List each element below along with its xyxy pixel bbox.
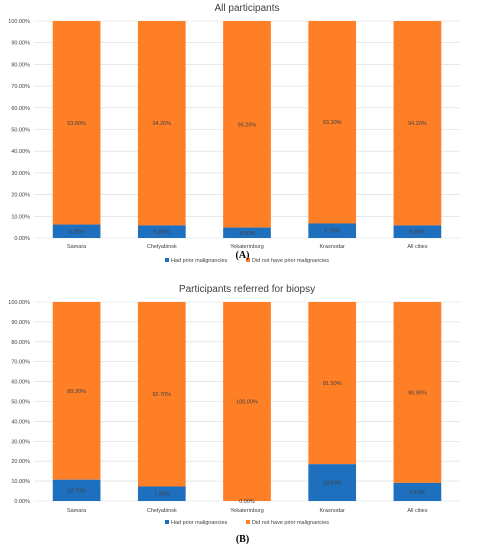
chart-a-ytick-label: 0.00% [14, 236, 30, 242]
chart-a-ytick-label: 100.00% [8, 19, 30, 25]
chart-b-category-label: Krasnodar [320, 508, 346, 514]
chart-b-title: Participants referred for biopsy [179, 284, 315, 295]
chart-a-legend-swatch-had [165, 258, 169, 262]
chart-a-ytick-label: 60.00% [11, 106, 30, 112]
chart-b-label-had-0: 10.70% [67, 488, 86, 494]
chart-a-legend-label-had: Had prior malignancies [171, 258, 227, 264]
chart-a-category-label: Samara [67, 244, 87, 250]
chart-b-category-label: Samara [67, 508, 87, 514]
chart-b-label-did-not-2: 100.00% [236, 400, 258, 406]
chart-b-legend-label-had: Had prior malignancies [171, 520, 227, 526]
chart-a-label-did-not-4: 94.20% [408, 121, 427, 127]
chart-b-ytick-label: 90.00% [11, 320, 30, 326]
chart-a-label-had-1: 5.80% [154, 230, 170, 236]
chart-b-ytick-label: 50.00% [11, 400, 30, 406]
chart-b-label-had-4: 9.10% [410, 490, 426, 496]
chart-a-bar-did-not-3 [308, 21, 357, 224]
chart-a-bar-did-not-2 [223, 21, 271, 228]
chart-b-ytick-label: 60.00% [11, 380, 30, 386]
chart-a-ytick-label: 80.00% [11, 62, 30, 68]
chart-a-title: All participants [214, 3, 279, 14]
chart-a-bar-had-4 [393, 225, 442, 238]
chart-a-ytick-label: 10.00% [11, 214, 30, 220]
chart-b-bar-had-4 [393, 482, 442, 501]
chart-a-ytick-label: 20.00% [11, 193, 30, 199]
chart-b-bar-did-not-3 [308, 302, 357, 465]
chart-b-ytick-label: 40.00% [11, 419, 30, 425]
chart-b-bar-had-0 [52, 479, 101, 501]
caption-b: (B) [235, 534, 250, 545]
caption-a: (A) [235, 250, 250, 261]
chart-b-label-did-not-3: 81.50% [323, 381, 342, 387]
chart-b-ytick-label: 20.00% [11, 459, 30, 465]
chart-a-label-had-2: 4.80% [239, 231, 255, 237]
chart-a-label-did-not-1: 94.20% [152, 121, 171, 127]
chart-a-legend-label-did-not: Did not have prior malignancies [252, 258, 329, 264]
chart-b-ytick-label: 30.00% [11, 439, 30, 445]
chart-a-ytick-label: 40.00% [11, 149, 30, 155]
chart-b-ytick-label: 80.00% [11, 340, 30, 346]
chart-a-legend-swatch-did-not [246, 258, 250, 262]
chart-b-legend-label-did-not: Did not have prior malignancies [252, 520, 329, 526]
chart-b-label-had-2: 0.00% [239, 499, 255, 505]
chart-panel-a: All participants 0.00% 10.00% 20.00% 30.00% 4… [0, 0, 485, 264]
chart-a-label-had-3: 6.70% [324, 229, 340, 235]
chart-b-category-label: Chelyabinsk [147, 508, 177, 514]
chart-a-label-did-not-0: 93.80% [67, 121, 86, 127]
chart-a-bar-had-1 [137, 225, 186, 238]
chart-a-label-had-0: 6.20% [69, 229, 85, 235]
chart-b-ytick-label: 70.00% [11, 360, 30, 366]
chart-b-bar-did-not-2 [223, 302, 271, 501]
chart-b-bar-had-1 [137, 486, 186, 501]
chart-a-ytick-label: 50.00% [11, 128, 30, 134]
chart-b-svg: Participants referred for biopsy 0.00% 10.… [8, 284, 460, 526]
chart-a-label-had-4: 5.80% [410, 230, 426, 236]
chart-b-label-had-1: 7.30% [154, 492, 170, 498]
chart-b-ytick-label: 0.00% [14, 499, 30, 505]
chart-panel-b: Participants referred for biopsy 0.00% 10.… [0, 278, 485, 526]
chart-b-label-had-3: 18.50% [323, 481, 342, 487]
chart-a-bar-did-not-1 [137, 21, 186, 226]
chart-a-label-did-not-3: 93.30% [323, 120, 342, 126]
chart-a-ytick-label: 70.00% [11, 84, 30, 90]
chart-a-ytick-label: 90.00% [11, 41, 30, 47]
chart-a-bar-had-0 [52, 224, 101, 238]
chart-b-legend-swatch-had [165, 520, 169, 524]
chart-b-bar-did-not-0 [52, 302, 101, 480]
chart-b-ytick-label: 10.00% [11, 479, 30, 485]
chart-b-legend-swatch-did-not [246, 520, 250, 524]
chart-a-bar-did-not-0 [52, 21, 101, 225]
chart-a-category-label: All cities [407, 244, 427, 250]
chart-b-label-did-not-0: 89.30% [67, 389, 86, 395]
chart-a-category-label: Krasnodar [320, 244, 346, 250]
chart-a-category-label: Yekaterinburg [230, 244, 264, 250]
chart-a-label-did-not-2: 95.20% [238, 122, 257, 128]
chart-b-bar-did-not-1 [137, 302, 186, 487]
chart-b-category-label: All cities [407, 508, 427, 514]
chart-a-category-label: Chelyabinsk [147, 244, 177, 250]
chart-a-bar-had-2 [223, 227, 271, 238]
chart-a-ytick-label: 30.00% [11, 171, 30, 177]
chart-b-bar-had-3 [308, 464, 357, 501]
chart-a-bar-had-3 [308, 223, 357, 238]
chart-b-ytick-label: 100.00% [8, 300, 30, 306]
chart-a-svg: All participants 0.00% 10.00% 20.00% 30.00% 4… [8, 3, 460, 264]
chart-b-label-did-not-4: 90.90% [408, 390, 427, 396]
chart-b-label-did-not-1: 92.70% [152, 392, 171, 398]
chart-a-bar-did-not-4 [393, 21, 442, 226]
chart-b-category-label: Yekaterinburg [230, 508, 264, 514]
chart-b-bar-did-not-4 [393, 302, 442, 483]
